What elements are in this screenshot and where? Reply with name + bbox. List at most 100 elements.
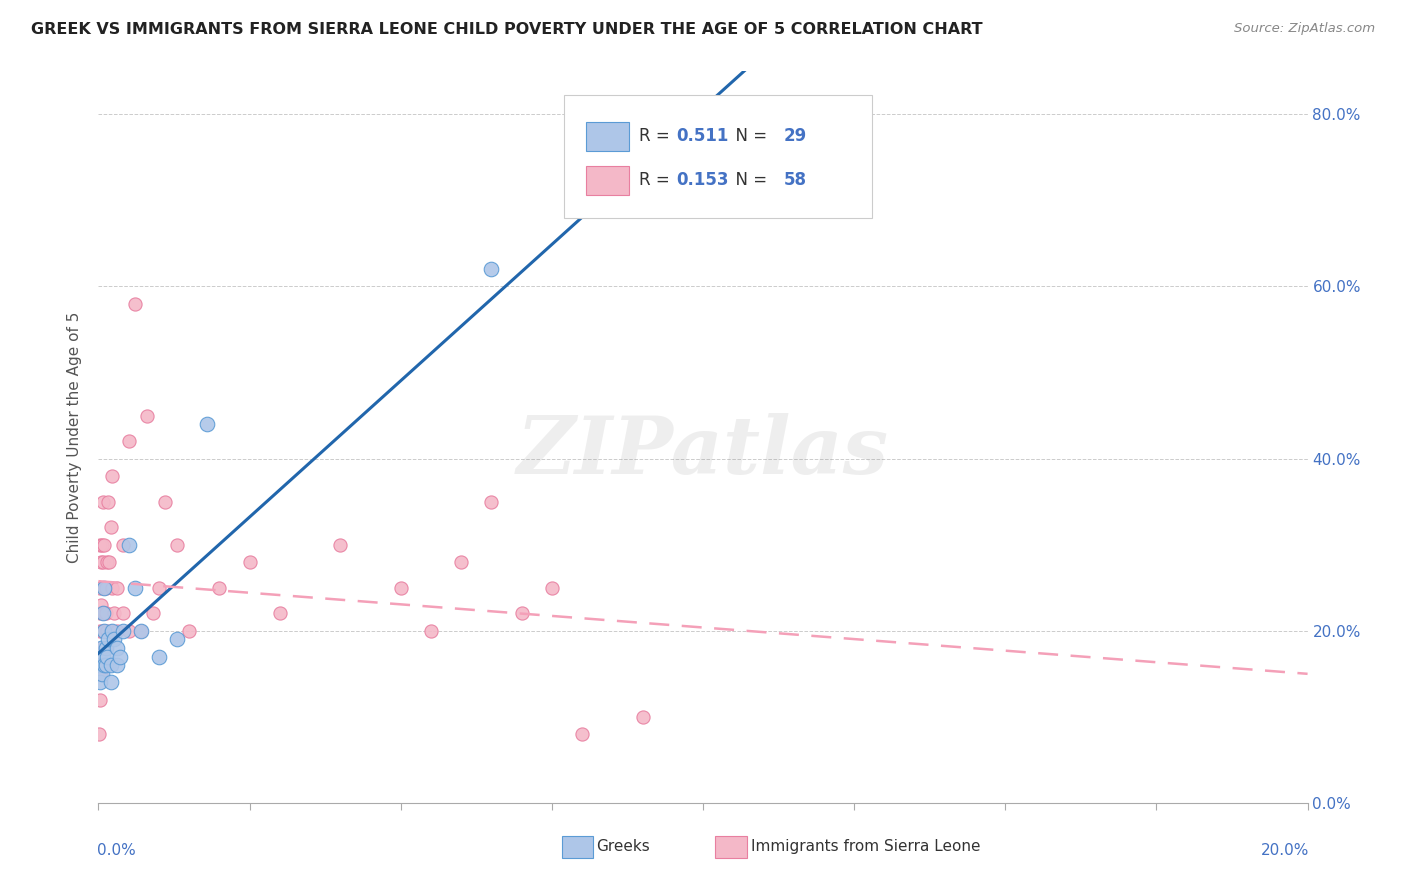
- Point: [94, 640, 117, 655]
- Point: [100, 658, 122, 673]
- Point: [91, 494, 114, 508]
- Point: [111, 538, 134, 552]
- Point: [91, 666, 114, 681]
- Point: [148, 581, 170, 595]
- Point: [89, 538, 111, 552]
- Point: [100, 675, 122, 690]
- Point: [87, 666, 110, 681]
- Text: Greeks: Greeks: [596, 839, 651, 855]
- Point: [100, 624, 122, 638]
- Point: [129, 624, 152, 638]
- Point: [91, 649, 114, 664]
- Point: [93, 658, 115, 673]
- Point: [93, 581, 115, 595]
- Point: [90, 666, 112, 681]
- Point: [96, 658, 118, 673]
- Text: 58: 58: [785, 170, 807, 188]
- Point: [269, 607, 291, 621]
- Point: [540, 581, 562, 595]
- Point: [118, 434, 141, 449]
- Point: [91, 640, 114, 655]
- Point: [97, 632, 120, 647]
- Text: 29: 29: [785, 127, 807, 145]
- Text: ZIPatlas: ZIPatlas: [517, 413, 889, 491]
- Point: [89, 624, 111, 638]
- Point: [239, 555, 262, 569]
- Point: [96, 624, 118, 638]
- Text: R =: R =: [638, 127, 675, 145]
- Point: [89, 658, 111, 673]
- Point: [93, 538, 115, 552]
- Point: [108, 649, 131, 664]
- Point: [90, 640, 112, 655]
- Point: [91, 555, 114, 569]
- Point: [571, 727, 593, 741]
- FancyBboxPatch shape: [716, 837, 747, 858]
- Point: [420, 624, 443, 638]
- FancyBboxPatch shape: [564, 95, 872, 218]
- Point: [450, 555, 472, 569]
- Point: [135, 409, 157, 423]
- Point: [100, 624, 122, 638]
- Point: [481, 262, 503, 277]
- Point: [105, 640, 128, 655]
- Text: Immigrants from Sierra Leone: Immigrants from Sierra Leone: [751, 839, 981, 855]
- Point: [100, 520, 122, 534]
- Text: 20.0%: 20.0%: [1260, 843, 1309, 858]
- Y-axis label: Child Poverty Under the Age of 5: Child Poverty Under the Age of 5: [66, 311, 82, 563]
- Point: [89, 692, 111, 706]
- Point: [129, 624, 152, 638]
- Point: [93, 581, 115, 595]
- Point: [96, 649, 118, 664]
- Point: [111, 607, 134, 621]
- Point: [166, 632, 188, 647]
- Point: [153, 494, 176, 508]
- Point: [105, 624, 128, 638]
- Point: [91, 607, 114, 621]
- Point: [91, 538, 114, 552]
- Point: [142, 607, 165, 621]
- Point: [100, 581, 122, 595]
- Point: [208, 581, 231, 595]
- Point: [481, 494, 503, 508]
- Point: [103, 632, 125, 647]
- Text: 0.153: 0.153: [676, 170, 728, 188]
- Point: [148, 649, 170, 664]
- Point: [692, 133, 714, 147]
- Point: [91, 624, 114, 638]
- Point: [105, 581, 128, 595]
- Point: [90, 640, 112, 655]
- Point: [124, 296, 146, 310]
- Text: GREEK VS IMMIGRANTS FROM SIERRA LEONE CHILD POVERTY UNDER THE AGE OF 5 CORRELATI: GREEK VS IMMIGRANTS FROM SIERRA LEONE CH…: [31, 22, 983, 37]
- Point: [91, 607, 114, 621]
- Point: [93, 624, 115, 638]
- Point: [510, 607, 533, 621]
- Point: [96, 607, 118, 621]
- Point: [329, 538, 352, 552]
- Point: [166, 538, 188, 552]
- Point: [389, 581, 412, 595]
- Point: [179, 624, 201, 638]
- Point: [89, 607, 111, 621]
- FancyBboxPatch shape: [586, 122, 630, 151]
- Text: 0.511: 0.511: [676, 127, 728, 145]
- Text: Source: ZipAtlas.com: Source: ZipAtlas.com: [1234, 22, 1375, 36]
- Text: 0.0%: 0.0%: [97, 843, 136, 858]
- Point: [87, 727, 110, 741]
- Point: [98, 555, 121, 569]
- FancyBboxPatch shape: [586, 166, 630, 195]
- Point: [90, 598, 112, 612]
- Point: [124, 581, 146, 595]
- FancyBboxPatch shape: [561, 837, 593, 858]
- Text: R =: R =: [638, 170, 675, 188]
- Text: N =: N =: [724, 170, 772, 188]
- Point: [118, 624, 141, 638]
- Point: [111, 624, 134, 638]
- Point: [195, 417, 218, 432]
- Point: [631, 710, 654, 724]
- Point: [89, 581, 111, 595]
- Point: [118, 538, 141, 552]
- Point: [101, 468, 124, 483]
- Point: [94, 581, 117, 595]
- Point: [89, 675, 111, 690]
